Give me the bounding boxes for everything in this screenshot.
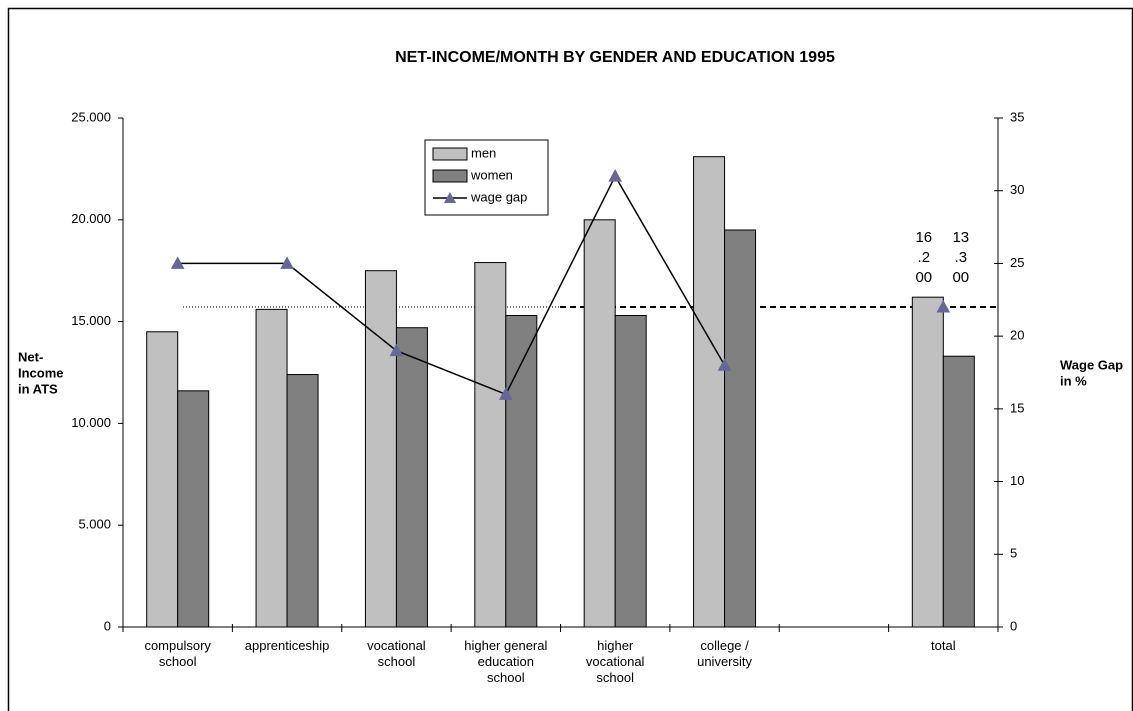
y2-tick-label: 15 xyxy=(1010,400,1024,415)
y-axis-label: in ATS xyxy=(18,381,58,396)
legend-label: men xyxy=(471,145,496,160)
bar xyxy=(911,296,944,628)
data-label: 16.2 00 xyxy=(915,229,932,286)
x-tick-label: vocational school xyxy=(367,638,426,669)
bar xyxy=(177,390,210,628)
line-marker xyxy=(717,358,732,371)
legend-label: women xyxy=(470,167,513,182)
y2-tick-label: 35 xyxy=(1010,109,1024,124)
y2-tick-label: 5 xyxy=(1010,546,1017,561)
bar xyxy=(693,156,726,628)
bar xyxy=(364,270,397,628)
data-label: 13.3 00 xyxy=(952,229,969,286)
legend-swatch xyxy=(432,169,468,183)
y-tick-label: 0 xyxy=(104,618,111,633)
line-marker xyxy=(280,256,294,269)
y2-axis-label: in % xyxy=(1060,373,1087,388)
y2-tick-label: 10 xyxy=(1010,473,1024,488)
x-tick-label: higher general education school xyxy=(464,638,547,685)
line-marker xyxy=(170,256,185,269)
y-tick-label: 20.000 xyxy=(71,211,111,226)
line-marker xyxy=(608,169,623,182)
bar xyxy=(255,308,288,628)
x-tick-label: higher vocational school xyxy=(586,638,645,685)
x-tick-label: apprenticeship xyxy=(245,638,330,653)
y-tick-label: 15.000 xyxy=(71,313,111,328)
bar xyxy=(395,327,428,628)
bar xyxy=(942,355,975,628)
y2-axis-label: Wage Gap xyxy=(1060,357,1123,372)
line-marker xyxy=(498,387,513,400)
y-tick-label: 10.000 xyxy=(71,415,111,430)
y2-tick-label: 25 xyxy=(1010,255,1024,270)
bar xyxy=(614,314,647,628)
y-tick-label: 25.000 xyxy=(71,109,111,124)
legend-label: wage gap xyxy=(470,189,527,204)
line-marker xyxy=(936,300,951,313)
bar xyxy=(286,374,319,628)
legend-swatch xyxy=(432,147,468,161)
bar xyxy=(474,262,507,628)
y-tick-label: 5.000 xyxy=(78,517,111,532)
y2-tick-label: 30 xyxy=(1010,182,1024,197)
line-marker xyxy=(389,343,404,357)
y-axis-label: Net- xyxy=(18,349,43,364)
x-tick-label: total xyxy=(931,638,956,653)
y-axis-label: Income xyxy=(18,365,64,380)
y2-tick-label: 20 xyxy=(1010,328,1024,343)
chart-title: NET-INCOME/MONTH BY GENDER AND EDUCATION… xyxy=(395,49,835,66)
y2-tick-label: 0 xyxy=(1010,618,1017,633)
legend-marker xyxy=(444,192,456,203)
bar xyxy=(583,219,616,628)
x-tick-label: college / university xyxy=(697,638,752,669)
bar xyxy=(505,314,538,628)
x-tick-label: compulsory school xyxy=(144,638,211,669)
line xyxy=(177,174,726,396)
bar xyxy=(724,229,757,628)
bar xyxy=(146,331,179,628)
